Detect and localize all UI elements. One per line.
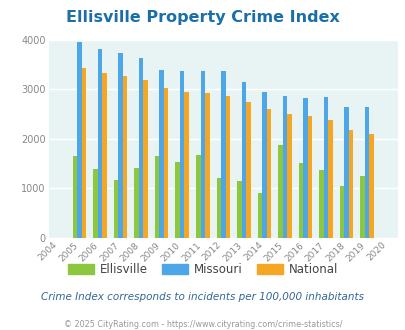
Bar [225,96,230,238]
Bar [282,96,286,238]
Bar [343,107,348,238]
Text: © 2025 CityRating.com - https://www.cityrating.com/crime-statistics/: © 2025 CityRating.com - https://www.city… [64,320,341,329]
Bar [241,82,245,238]
Bar [184,92,189,238]
Bar [159,70,164,238]
Bar [323,97,328,238]
Bar [196,155,200,238]
Bar [307,116,311,238]
Bar [134,168,139,238]
Bar [237,181,241,238]
Bar [98,49,102,238]
Bar [72,156,77,238]
Bar [93,169,98,238]
Bar [257,193,262,238]
Bar [359,176,364,238]
Bar [155,156,159,238]
Bar [245,102,250,238]
Text: Ellisville Property Crime Index: Ellisville Property Crime Index [66,10,339,25]
Bar [179,71,184,238]
Bar [277,145,282,238]
Bar [266,109,271,238]
Bar [348,130,352,238]
Legend: Ellisville, Missouri, National: Ellisville, Missouri, National [63,258,342,281]
Bar [286,114,291,238]
Bar [216,178,220,238]
Bar [364,107,369,238]
Bar [262,92,266,238]
Bar [139,58,143,238]
Bar [298,163,303,238]
Bar [220,71,225,238]
Bar [123,76,127,238]
Bar [205,93,209,238]
Bar [113,180,118,238]
Text: Crime Index corresponds to incidents per 100,000 inhabitants: Crime Index corresponds to incidents per… [41,292,364,302]
Bar [200,71,205,238]
Bar [303,98,307,238]
Bar [328,120,332,238]
Bar [143,80,147,238]
Bar [164,88,168,238]
Bar [318,170,323,238]
Bar [175,162,179,238]
Bar [118,53,123,238]
Bar [339,185,343,238]
Bar [77,42,81,238]
Bar [81,68,86,238]
Bar [102,73,107,238]
Bar [369,134,373,238]
